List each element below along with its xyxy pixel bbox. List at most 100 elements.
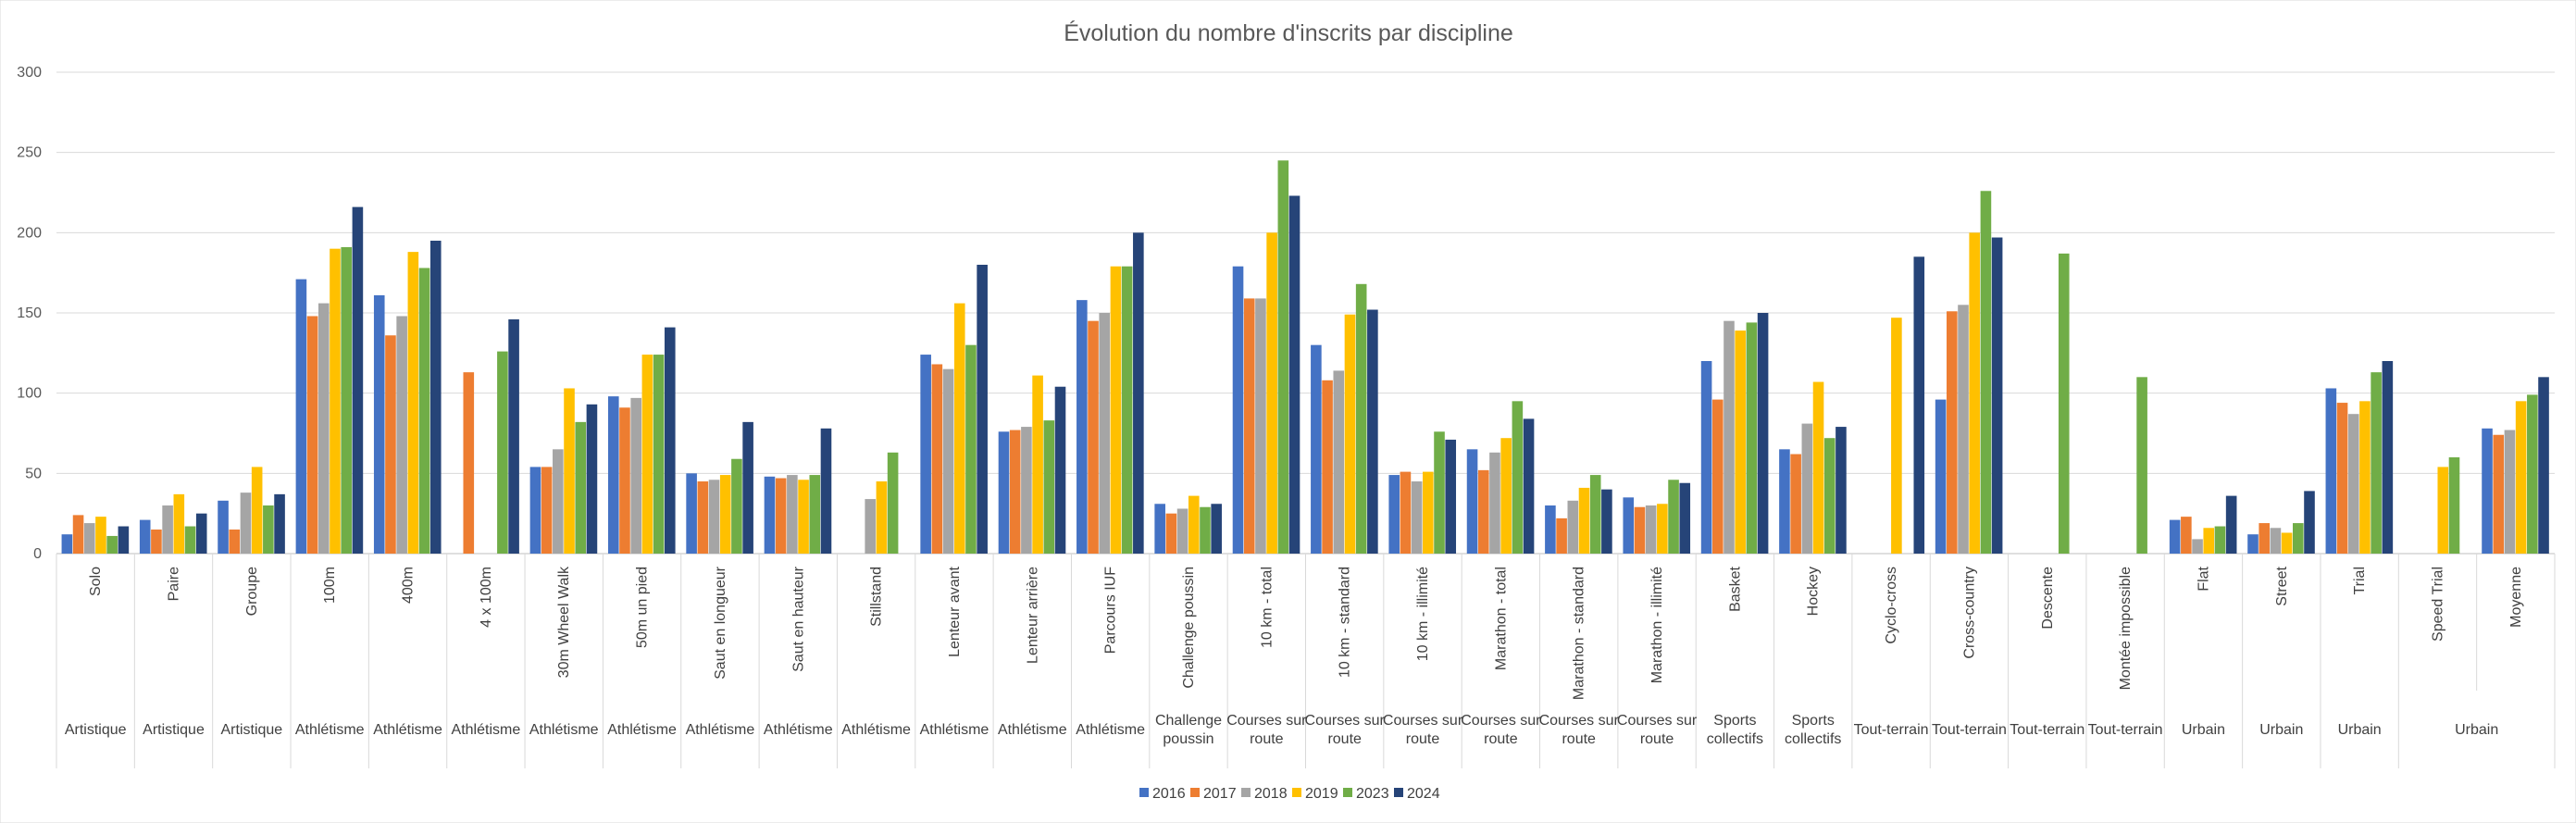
bar — [1076, 300, 1088, 554]
bar — [1355, 283, 1367, 554]
bar — [809, 475, 821, 554]
bar — [977, 265, 988, 554]
bar — [2382, 361, 2394, 554]
legend-swatch — [1343, 788, 1352, 797]
legend-label: 2023 — [1356, 786, 1389, 802]
group-label: Athlétisme — [764, 722, 833, 738]
group-label-line: collectifs — [1785, 731, 1841, 747]
group-label-line: route — [1327, 731, 1362, 747]
bar — [1679, 482, 1691, 554]
bar — [95, 517, 106, 554]
group-label: Courses sur route — [1383, 713, 1463, 747]
bar — [553, 449, 564, 554]
legend-swatch — [1241, 788, 1251, 797]
bar — [1512, 401, 1524, 554]
bar — [1311, 344, 1322, 554]
bar — [2304, 491, 2315, 554]
category-label: Cross-country — [1961, 567, 1977, 659]
bar — [2336, 403, 2348, 554]
bar — [1054, 386, 1066, 554]
bar — [820, 428, 832, 554]
bar — [263, 505, 274, 554]
bar — [630, 397, 641, 554]
category-label: Paire — [167, 567, 182, 601]
bar — [953, 303, 965, 554]
bar — [1243, 298, 1255, 554]
bar — [1277, 160, 1289, 554]
group-label-line: Courses sur — [1617, 713, 1698, 729]
y-tick-label: 300 — [17, 65, 42, 81]
group-label: Athlétisme — [1076, 722, 1145, 738]
bar — [1935, 399, 1947, 554]
bar — [173, 493, 185, 554]
bar — [708, 480, 720, 554]
category-label: Descente — [2040, 567, 2056, 630]
group-label: Athlétisme — [998, 722, 1067, 738]
bar — [965, 344, 977, 554]
bar — [373, 294, 385, 554]
group-label-line: route — [1250, 731, 1284, 747]
category-axis: Solo Paire Groupe 100m 400m 4 x 100m 30m Wheel… — [56, 554, 2556, 768]
y-tick-label: 0 — [33, 546, 42, 562]
group-label-line: route — [1562, 731, 1596, 747]
bar — [2293, 523, 2304, 554]
legend-label: 2016 — [1152, 786, 1186, 802]
group-label-line: collectifs — [1707, 731, 1763, 747]
category-label: Solo — [88, 567, 104, 596]
y-tick-label: 50 — [25, 466, 42, 481]
bar — [664, 327, 676, 554]
bar — [742, 421, 753, 554]
group-label: Athlétisme — [373, 722, 442, 738]
legend-swatch — [1394, 788, 1403, 797]
bar — [2493, 434, 2505, 554]
bar — [1958, 305, 1969, 554]
bar — [887, 452, 899, 554]
bar — [352, 206, 364, 554]
bar — [1367, 309, 1378, 554]
group-label-line: route — [1640, 731, 1674, 747]
bar — [787, 475, 798, 554]
category-label: Montée impossible — [2118, 567, 2134, 691]
group-label: Courses sur route — [1539, 713, 1620, 747]
bar — [151, 530, 162, 554]
category-label: 50m un pied — [635, 567, 651, 648]
bar — [2538, 377, 2549, 554]
bar — [463, 372, 475, 554]
bar — [653, 355, 665, 554]
bar — [1779, 449, 1790, 554]
bar — [1255, 298, 1266, 554]
bar — [876, 481, 888, 554]
bar — [1489, 452, 1500, 554]
category-label: 400m — [401, 567, 417, 604]
bar — [1009, 430, 1021, 554]
bar — [139, 519, 151, 554]
bar — [1400, 471, 1412, 554]
bar — [1388, 475, 1400, 554]
bar — [865, 499, 877, 554]
category-label: Marathon - illimité — [1649, 567, 1665, 683]
bar — [1601, 489, 1612, 554]
bar — [184, 526, 196, 554]
legend-label: 2019 — [1305, 786, 1338, 802]
bar — [1891, 318, 1902, 554]
bar — [719, 475, 731, 554]
bar — [1232, 266, 1244, 554]
bar — [607, 396, 619, 554]
bar — [1288, 195, 1300, 554]
bar — [1545, 505, 1556, 554]
bar — [2482, 428, 2493, 554]
bar — [697, 481, 709, 554]
bar — [2281, 532, 2293, 554]
bar — [1634, 506, 1646, 554]
bar — [1200, 506, 1211, 554]
category-label: Stillstand — [869, 567, 885, 627]
bar — [619, 407, 630, 554]
bar — [1411, 481, 1423, 554]
bar — [1266, 232, 1277, 554]
bar — [1746, 322, 1758, 554]
category-label: Saut en hauteur — [790, 566, 806, 672]
bar — [2347, 414, 2359, 554]
category-label: Challenge poussin — [1181, 567, 1197, 689]
group-label: Artistique — [221, 722, 283, 738]
